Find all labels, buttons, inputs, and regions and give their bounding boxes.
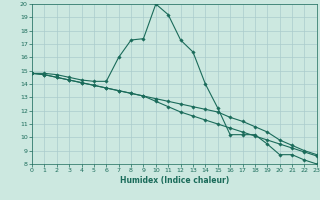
X-axis label: Humidex (Indice chaleur): Humidex (Indice chaleur) <box>120 176 229 185</box>
